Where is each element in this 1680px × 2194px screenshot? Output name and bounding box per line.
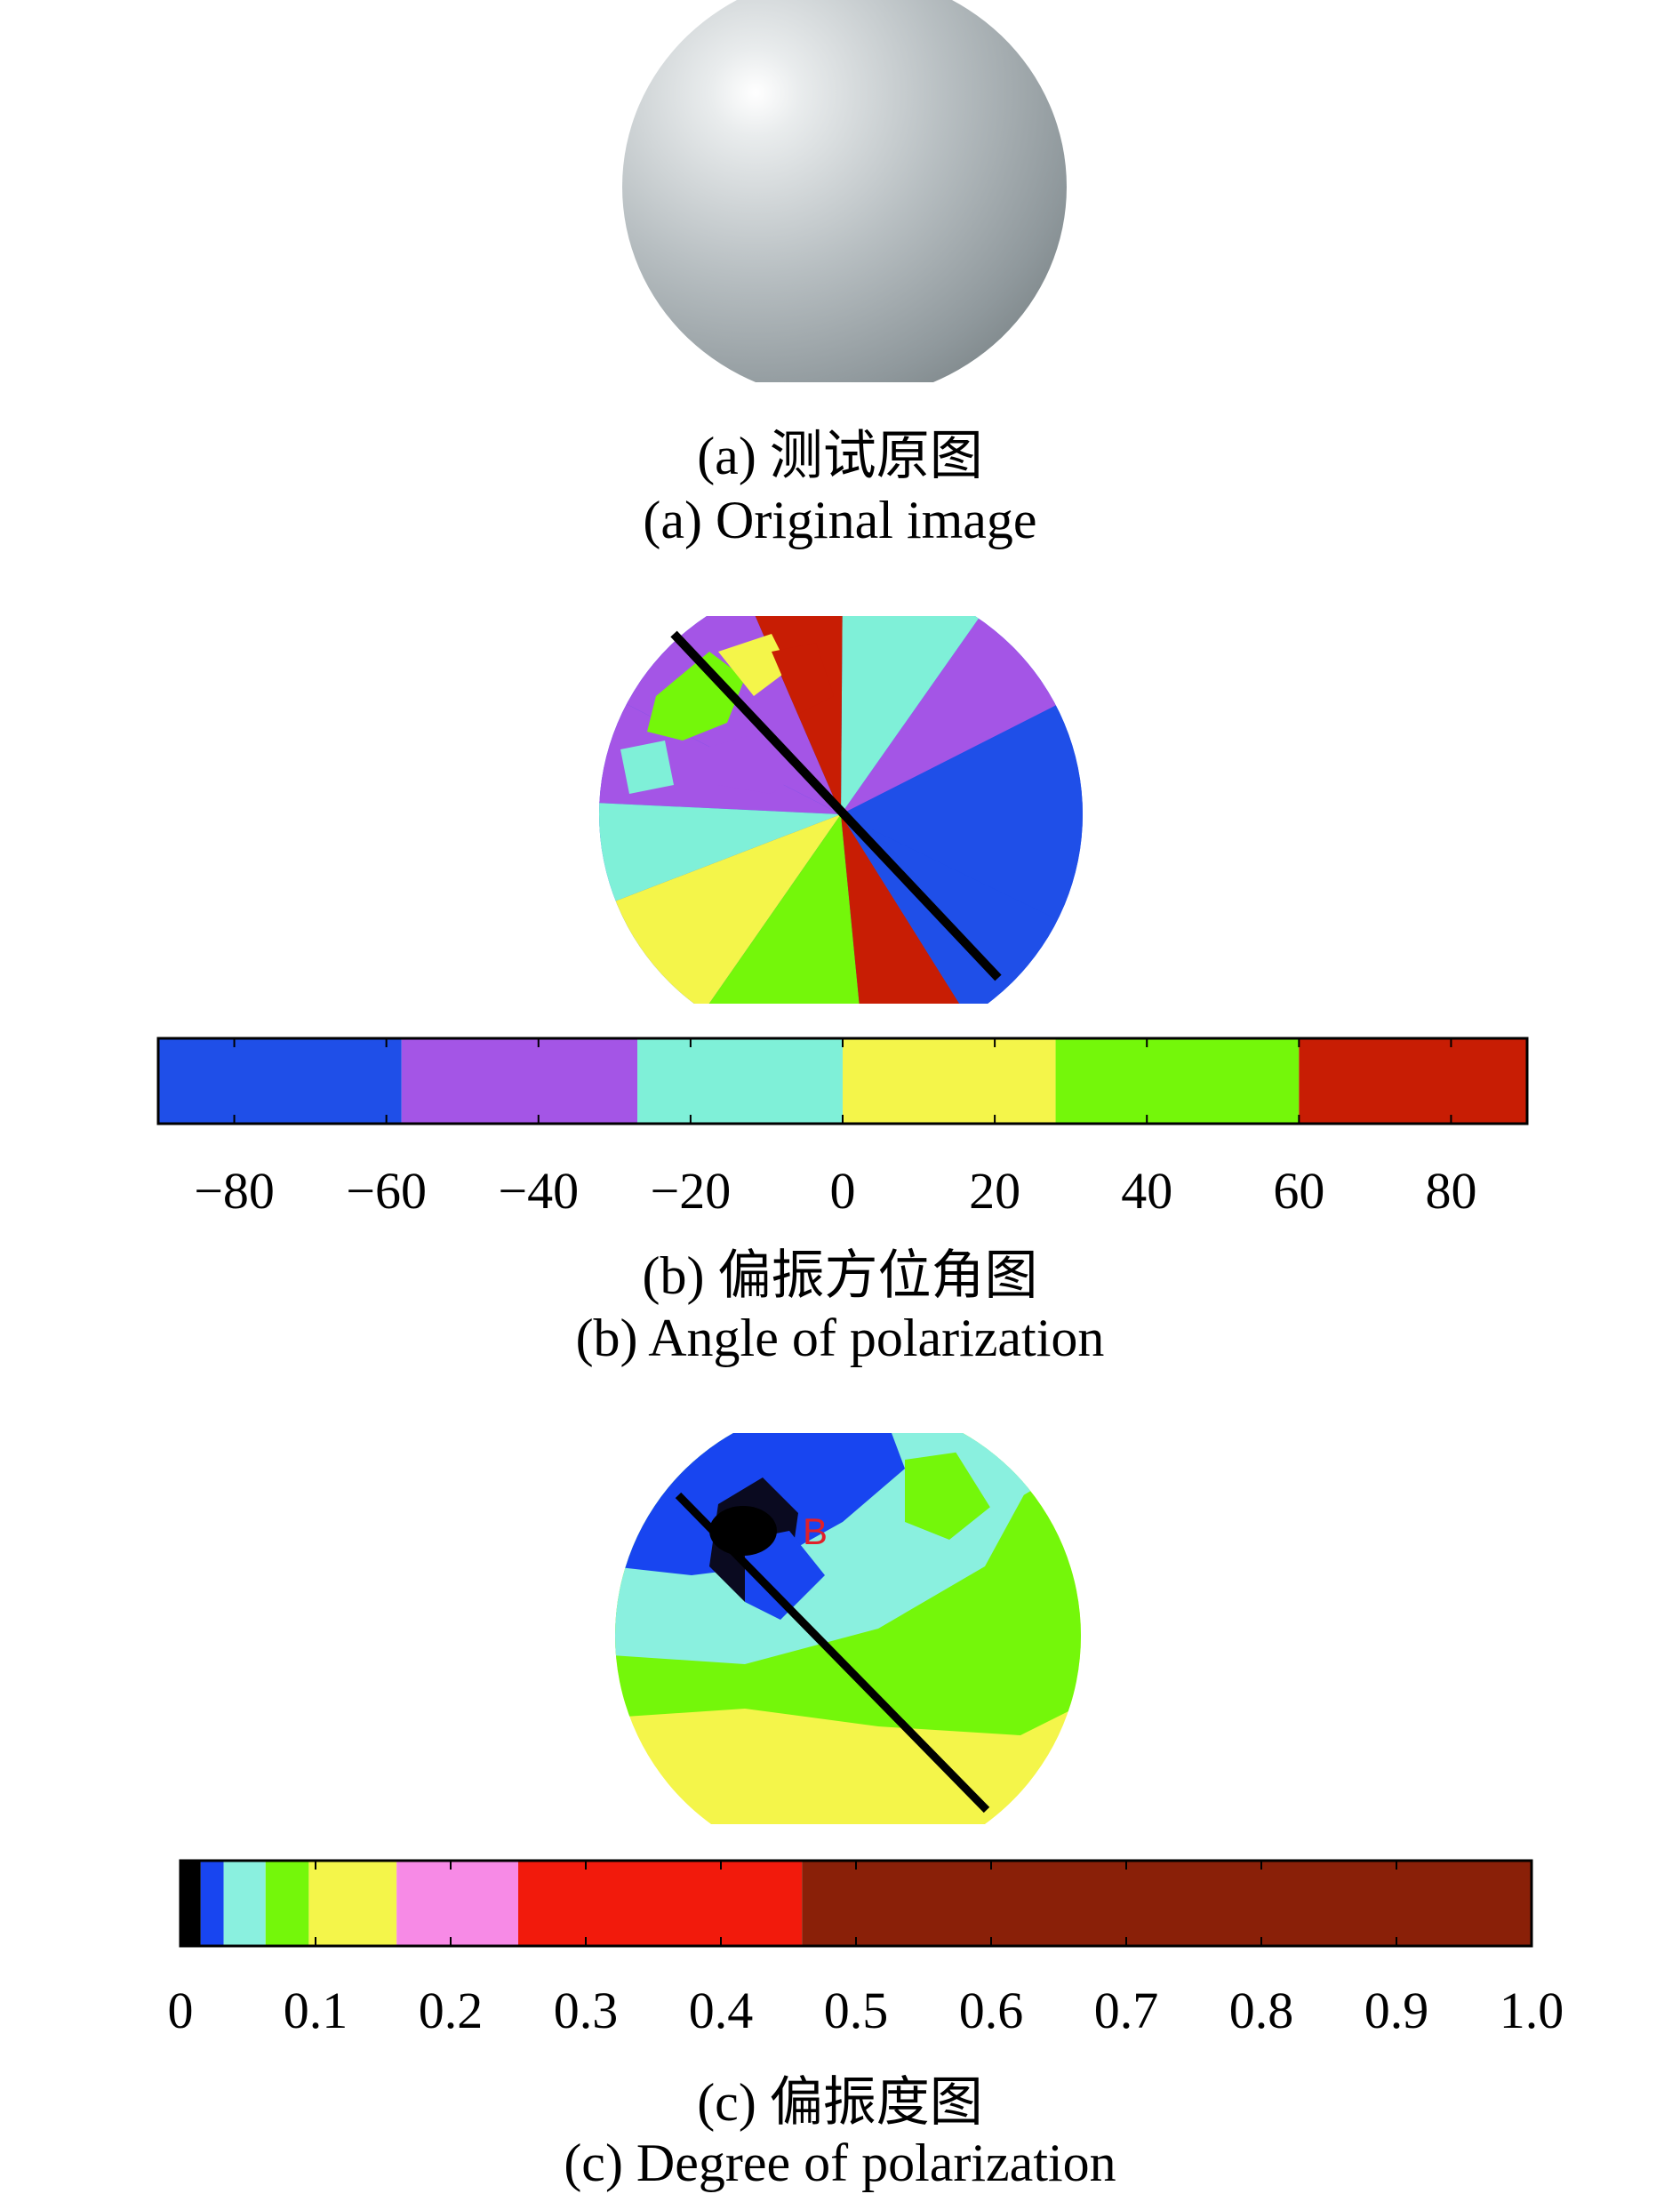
colorbar-tick-label: 0.1: [283, 1982, 348, 2039]
panel-a-caption-cn: (a) 测试原图: [697, 427, 983, 485]
colorbar-segment: [396, 1861, 518, 1946]
panel-c-caption-en: (c) Degree of polarization: [564, 2134, 1116, 2192]
degree-of-polarization-map: B: [615, 1433, 1081, 1824]
colorbar-segment: [401, 1038, 637, 1124]
colorbar-tick-label: 0: [167, 1982, 194, 2039]
colorbar-segment: [265, 1861, 309, 1946]
colorbar-segment: [802, 1861, 1532, 1946]
panel-c-caption-cn: (c) 偏振度图: [697, 2073, 983, 2132]
panel-b-caption-cn: (b) 偏振方位角图: [642, 1246, 1038, 1305]
colorbar-tick-label: 0.9: [1364, 1982, 1429, 2039]
colorbar-tick-label: 0.5: [823, 1982, 889, 2039]
colorbar-tick-label: 0.2: [418, 1982, 484, 2039]
angle-of-polarization-map: [599, 616, 1083, 1004]
colorbar-tick-label: 1.0: [1499, 1982, 1564, 2039]
colorbar-segment: [180, 1861, 201, 1946]
colorbar-tick-label: 0.4: [688, 1982, 754, 2039]
colorbar-tick-label: 0.8: [1228, 1982, 1294, 2039]
colorbar-segment: [843, 1038, 1056, 1124]
panel-b-caption-en: (b) Angle of polarization: [575, 1309, 1105, 1367]
colorbar-tick-label: −40: [498, 1162, 580, 1220]
colorbar-tick-label: −20: [650, 1162, 732, 1220]
colorbar-tick-label: −80: [194, 1162, 275, 1220]
colorbar-segment: [1299, 1038, 1527, 1124]
angle-colorbar: [156, 1037, 1529, 1125]
colorbar-segment: [1055, 1038, 1300, 1124]
panel-a-caption-en: (a) Original image: [643, 491, 1037, 549]
original-sphere-image: [622, 0, 1067, 382]
colorbar-tick-label: 0.6: [958, 1982, 1024, 2039]
colorbar-tick-label: 20: [969, 1162, 1021, 1220]
colorbar-segment: [200, 1861, 224, 1946]
colorbar-tick-label: 0.7: [1093, 1982, 1159, 2039]
degree-colorbar: [179, 1859, 1533, 1948]
colorbar-tick-label: 80: [1425, 1162, 1477, 1220]
colorbar-tick-label: 60: [1273, 1162, 1325, 1220]
colorbar-segment: [518, 1861, 803, 1946]
colorbar-tick-label: 0.3: [553, 1982, 619, 2039]
colorbar-segment: [158, 1038, 402, 1124]
point-b-annotation: B: [803, 1510, 828, 1552]
colorbar-segment: [308, 1861, 397, 1946]
colorbar-tick-label: 0: [829, 1162, 856, 1220]
colorbar-segment: [637, 1038, 843, 1124]
colorbar-segment: [223, 1861, 266, 1946]
colorbar-tick-label: 40: [1121, 1162, 1173, 1220]
colorbar-tick-label: −60: [346, 1162, 428, 1220]
